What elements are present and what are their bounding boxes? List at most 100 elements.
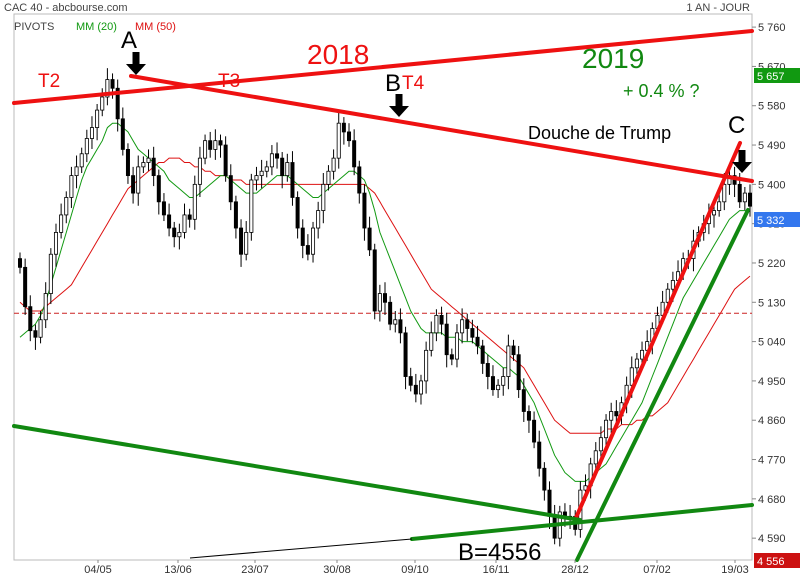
label-t3: T3	[218, 71, 240, 92]
label-2018: 2018	[307, 39, 369, 70]
candle-down	[748, 192, 753, 207]
candle-up	[79, 153, 84, 168]
x-tick-label: 13/06	[164, 564, 192, 576]
candle-up	[146, 157, 151, 163]
candle-up	[285, 162, 290, 177]
base-green-line	[410, 503, 754, 541]
legend-mm20: MM (20)	[76, 21, 117, 33]
candle-down	[362, 192, 367, 229]
y-tick-label: 5 040	[758, 337, 786, 349]
candle-up	[712, 210, 717, 216]
x-tick-label: 19/03	[721, 564, 749, 576]
candle-up	[64, 197, 69, 216]
candle-down	[521, 389, 526, 412]
candle-down	[172, 227, 177, 238]
trendline-layer	[12, 29, 754, 562]
candle-up	[311, 227, 316, 255]
candle-down	[295, 197, 300, 229]
label-trump: Douche de Trump	[528, 123, 671, 143]
candle-up	[254, 175, 259, 181]
candle-down	[737, 183, 742, 203]
candle-down	[275, 153, 280, 159]
candle-up	[609, 411, 614, 421]
plot-frame	[13, 13, 753, 561]
y-tick-label: 5 400	[758, 179, 786, 191]
candle-up	[203, 140, 208, 159]
candle-up	[598, 437, 603, 452]
support-green-line	[575, 208, 750, 562]
candle-down	[125, 149, 130, 177]
candle-down	[23, 266, 28, 308]
candle-up	[670, 280, 675, 290]
candle-down	[156, 175, 161, 203]
candle-up	[264, 166, 269, 172]
candle-down	[352, 140, 357, 168]
y-tick-label: 5 760	[758, 22, 786, 34]
mm20-line	[19, 122, 750, 482]
candle-down	[439, 314, 444, 325]
candle-up	[244, 231, 249, 255]
candle-down	[110, 79, 115, 89]
candle-down	[120, 118, 125, 150]
label-t4: T4	[402, 73, 425, 94]
annotations-layer: A B C T2 T3 T4 2018 2019 + 0.4 % ? Douche de Trum…	[38, 27, 752, 566]
candle-up	[717, 201, 722, 211]
candle-up	[182, 214, 187, 233]
x-tick-label: 04/05	[84, 564, 112, 576]
candle-down	[552, 515, 557, 539]
upper-red-line	[12, 29, 754, 105]
candle-up	[105, 79, 110, 98]
candle-up	[269, 153, 274, 168]
candle-up	[141, 162, 146, 168]
candle-down	[532, 419, 537, 443]
candle-down	[614, 411, 619, 417]
x-tick-label: 30/08	[323, 564, 351, 576]
candle-up	[331, 157, 336, 172]
candle-up	[424, 349, 429, 382]
arrow-c-shaft	[738, 150, 746, 162]
label-2019: 2019	[582, 43, 644, 74]
arrow-b-shaft	[395, 94, 403, 106]
candle-up	[74, 166, 79, 177]
candle-down	[233, 201, 238, 229]
candle-down	[28, 306, 33, 332]
candle-down	[367, 227, 372, 251]
x-tick-label: 28/12	[561, 564, 589, 576]
candle-up	[249, 179, 254, 233]
arrow-a-shaft	[132, 52, 140, 64]
x-tick-label: 09/10	[401, 564, 429, 576]
candle-down	[408, 376, 413, 386]
label-c: C	[728, 112, 745, 139]
resistance-red-line	[129, 74, 754, 183]
candle-down	[290, 162, 295, 198]
candle-up	[460, 319, 465, 334]
candle-up	[629, 367, 634, 386]
candle-down	[305, 245, 310, 255]
channel-red-line	[573, 141, 742, 522]
y-tick-label: 4 950	[758, 376, 786, 388]
label-forecast: + 0.4 % ?	[623, 81, 700, 101]
candle-down	[542, 467, 547, 491]
y-tick-label: 5 130	[758, 297, 786, 309]
candle-up	[259, 170, 264, 177]
candle-up	[59, 214, 64, 233]
y-tick-label: 4 680	[758, 494, 786, 506]
candle-down	[398, 319, 403, 334]
candle-up	[429, 332, 434, 351]
candle-down	[161, 201, 166, 216]
candle-down	[480, 345, 485, 364]
candle-down	[485, 363, 490, 377]
candle-up	[722, 183, 727, 203]
candle-up	[136, 166, 141, 194]
y-tick-label: 5 580	[758, 101, 786, 113]
candle-down	[511, 345, 516, 356]
candle-down	[526, 411, 531, 421]
candle-up	[501, 376, 506, 386]
candle-down	[115, 87, 120, 120]
y-tick-label: 4 860	[758, 415, 786, 427]
candle-down	[33, 330, 38, 338]
candle-up	[593, 450, 598, 465]
candle-down	[403, 332, 408, 377]
